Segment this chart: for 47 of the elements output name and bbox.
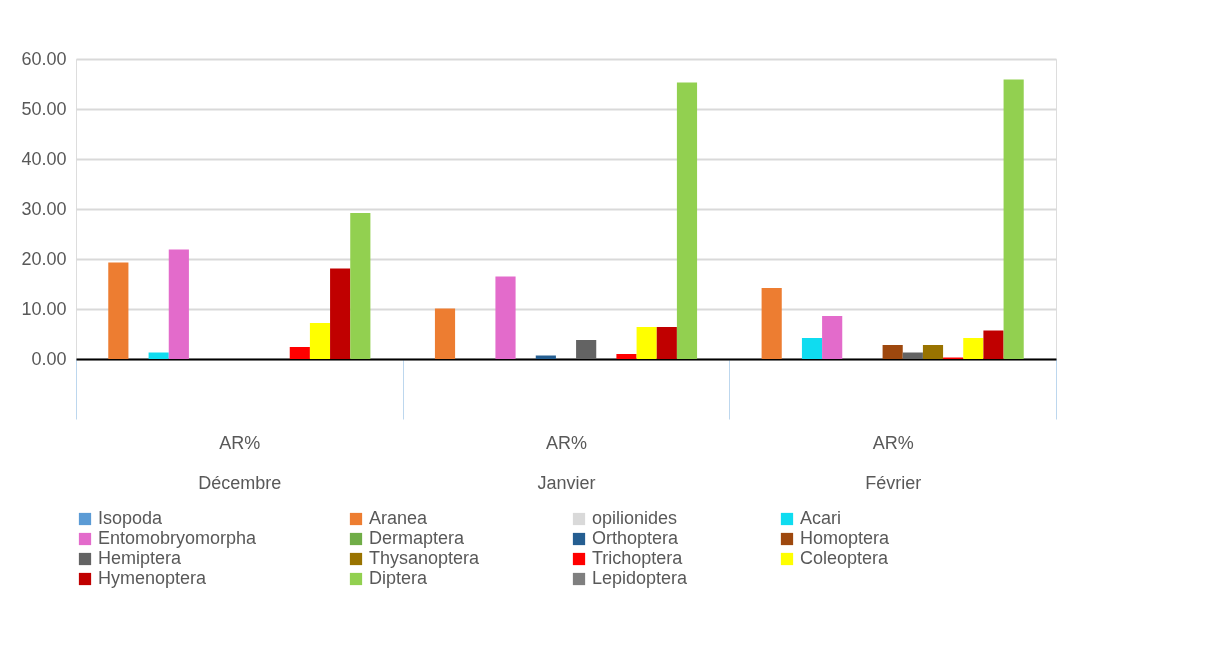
bar (761, 288, 782, 359)
x-tick-label: AR% Février (865, 432, 922, 493)
bar (350, 213, 371, 359)
bar (963, 338, 984, 359)
bar (882, 345, 903, 359)
legend-label: Dermaptera (369, 528, 466, 548)
bar (576, 340, 597, 359)
bar (148, 352, 169, 359)
legend-label: Aranea (369, 508, 429, 528)
legend-label: Isopoda (98, 508, 164, 528)
bar (656, 327, 677, 359)
bar (289, 347, 310, 359)
legend-label: opilionides (592, 508, 678, 528)
bar (434, 308, 456, 359)
bar (108, 262, 129, 359)
y-tick-label: 0.00 (31, 348, 67, 369)
y-tick-label: 10.00 (21, 298, 67, 319)
bar (983, 330, 1004, 359)
bar (616, 354, 637, 359)
legend-label: Entomobryomorpha (98, 528, 258, 548)
bar (1003, 79, 1024, 359)
bar (168, 249, 189, 359)
legend-label: Coleoptera (800, 548, 890, 568)
legend-label: Homoptera (800, 528, 891, 548)
legend-label: Hemiptera (98, 548, 183, 568)
y-tick-label: 40.00 (21, 148, 67, 169)
bar (822, 316, 843, 359)
bar (309, 323, 331, 359)
y-tick-label: 50.00 (21, 98, 67, 119)
bar (902, 352, 923, 359)
legend-label: Acari (800, 508, 842, 528)
bar (922, 345, 944, 359)
y-tick-label: 20.00 (21, 248, 67, 269)
legend-label: Orthoptera (592, 528, 680, 548)
legend-label: Lepidoptera (592, 568, 689, 588)
bar (495, 276, 516, 359)
legend-label: Trichoptera (592, 548, 684, 568)
bar (636, 327, 657, 359)
legend-label: Diptera (369, 568, 429, 588)
legend-label: Thysanoptera (369, 548, 481, 568)
legend-label: Hymenoptera (98, 568, 208, 588)
y-tick-label: 30.00 (21, 198, 67, 219)
y-tick-label: 60.00 (21, 48, 67, 69)
bar (676, 82, 698, 359)
x-tick-label: AR% Décembre (198, 432, 282, 493)
bar (801, 338, 823, 359)
bar (330, 268, 351, 359)
